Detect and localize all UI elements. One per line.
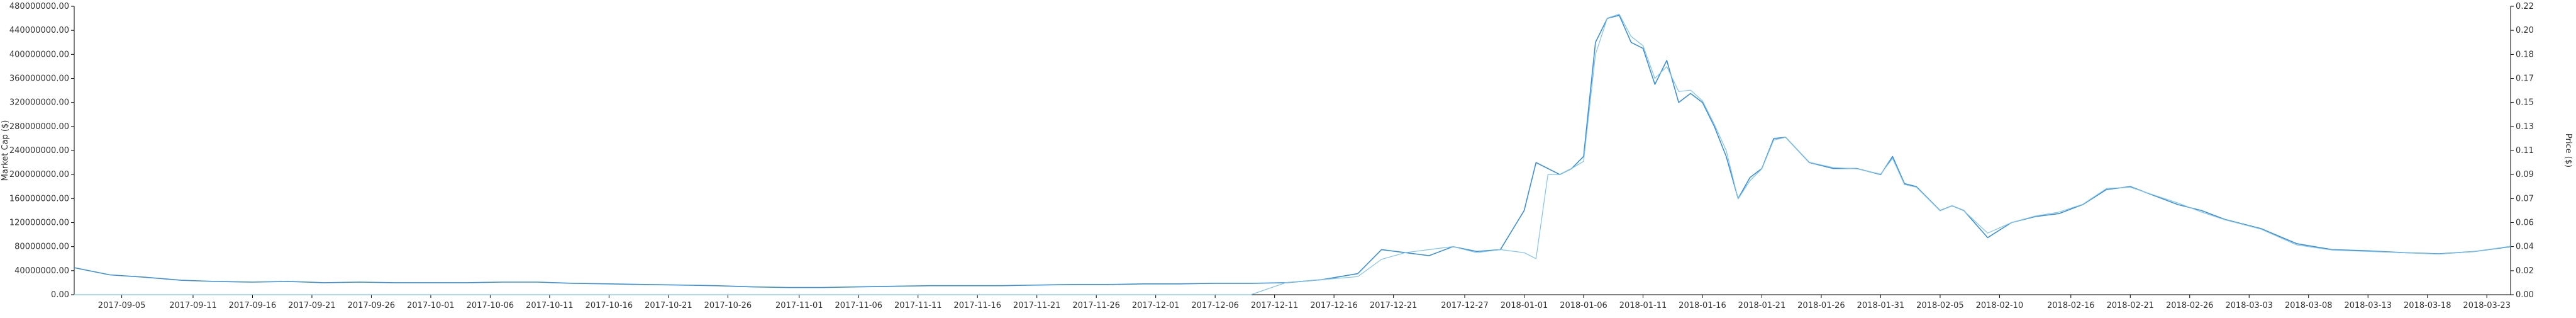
left-axis-title: Market Cap ($): [1, 120, 10, 181]
left-tick-label: 480000000.00: [9, 2, 69, 11]
x-tick-label: 2017-12-21: [1370, 301, 1418, 310]
x-tick-label: 2017-11-06: [835, 301, 882, 310]
x-tick-label: 2017-09-11: [169, 301, 217, 310]
right-axis-title: Price ($): [2563, 133, 2573, 168]
right-tick-label: 0.00: [2516, 290, 2534, 300]
left-tick-label: 400000000.00: [9, 50, 69, 59]
left-tick-label: 80000000.00: [14, 242, 69, 252]
left-tick-label: 240000000.00: [9, 146, 69, 156]
right-tick-label: 0.13: [2516, 122, 2534, 132]
x-tick-label: 2017-12-11: [1251, 301, 1299, 310]
x-tick-label: 2018-01-16: [1679, 301, 1726, 310]
x-tick-label: 2018-03-18: [2404, 301, 2451, 310]
x-tick-label: 2017-11-11: [894, 301, 942, 310]
market-cap-series-line: [74, 14, 2511, 288]
x-tick-label: 2017-09-26: [348, 301, 396, 310]
x-tick-label: 2017-10-06: [467, 301, 514, 310]
x-tick-label: 2017-11-21: [1013, 301, 1061, 310]
right-tick-label: 0.04: [2516, 242, 2534, 252]
left-tick-label: 360000000.00: [9, 74, 69, 84]
x-tick-label: 2017-12-01: [1132, 301, 1180, 310]
right-tick-label: 0.06: [2516, 219, 2534, 228]
left-tick-label: 200000000.00: [9, 170, 69, 179]
price-series-line: [74, 13, 2511, 295]
x-tick-label: 2017-09-21: [288, 301, 336, 310]
x-tick-label: 2018-03-23: [2463, 301, 2511, 310]
left-y-axis: 0.00 40000000.00 80000000.00 120000000.00 16…: [9, 2, 75, 300]
x-tick-label: 2018-02-10: [1976, 301, 2024, 310]
x-tick-label: 2018-02-26: [2166, 301, 2214, 310]
left-tick-label: 160000000.00: [9, 194, 69, 203]
right-tick-label: 0.22: [2516, 2, 2534, 11]
right-tick-label: 0.02: [2516, 266, 2534, 276]
x-tick-label: 2017-09-16: [229, 301, 277, 310]
x-axis: 2017-09-05 2017-09-11 2017-09-16 2017-09-21…: [74, 294, 2511, 310]
x-tick-label: 2017-11-01: [775, 301, 823, 310]
x-tick-label: 2017-11-16: [953, 301, 1001, 310]
series-layer: [74, 13, 2511, 295]
x-tick-label: 2017-10-21: [645, 301, 692, 310]
x-tick-label: 2017-10-26: [704, 301, 752, 310]
right-tick-label: 0.07: [2516, 194, 2534, 203]
right-tick-label: 0.09: [2516, 170, 2534, 179]
x-tick-label: 2017-12-16: [1310, 301, 1358, 310]
left-tick-label: 0.00: [51, 290, 69, 300]
x-tick-label: 2018-03-08: [2285, 301, 2333, 310]
right-tick-label: 0.18: [2516, 50, 2534, 59]
left-tick-label: 40000000.00: [14, 266, 69, 276]
x-tick-label: 2017-10-16: [586, 301, 633, 310]
x-tick-label: 2018-02-16: [2047, 301, 2095, 310]
x-tick-label: 2018-01-06: [1560, 301, 1607, 310]
left-tick-label: 320000000.00: [9, 98, 69, 108]
x-tick-label: 2018-01-01: [1501, 301, 1548, 310]
x-tick-label: 2017-12-06: [1191, 301, 1239, 310]
left-tick-label: 440000000.00: [9, 26, 69, 35]
x-tick-label: 2018-01-21: [1738, 301, 1786, 310]
x-tick-label: 2018-02-05: [1916, 301, 1964, 310]
x-tick-label: 2018-03-03: [2225, 301, 2273, 310]
right-y-axis: 0.00 0.02 0.04 0.06 0.07 0.09 0.11 0.13 0.15 0.17…: [2510, 2, 2534, 300]
x-tick-label: 2017-10-11: [526, 301, 574, 310]
x-tick-label: 2017-10-01: [407, 301, 455, 310]
x-tick-label: 2018-01-26: [1797, 301, 1845, 310]
x-tick-label: 2018-01-31: [1857, 301, 1905, 310]
right-tick-label: 0.17: [2516, 74, 2534, 84]
x-tick-label: 2018-03-13: [2344, 301, 2392, 310]
right-tick-label: 0.20: [2516, 26, 2534, 35]
x-tick-label: 2018-02-21: [2106, 301, 2154, 310]
left-tick-label: 120000000.00: [9, 219, 69, 228]
x-tick-label: 2017-09-05: [98, 301, 146, 310]
x-tick-label: 2017-12-27: [1441, 301, 1489, 310]
right-tick-label: 0.11: [2516, 146, 2534, 156]
left-tick-label: 280000000.00: [9, 122, 69, 132]
x-tick-label: 2017-11-26: [1072, 301, 1120, 310]
right-tick-label: 0.15: [2516, 98, 2534, 108]
x-tick-label: 2018-01-11: [1619, 301, 1667, 310]
